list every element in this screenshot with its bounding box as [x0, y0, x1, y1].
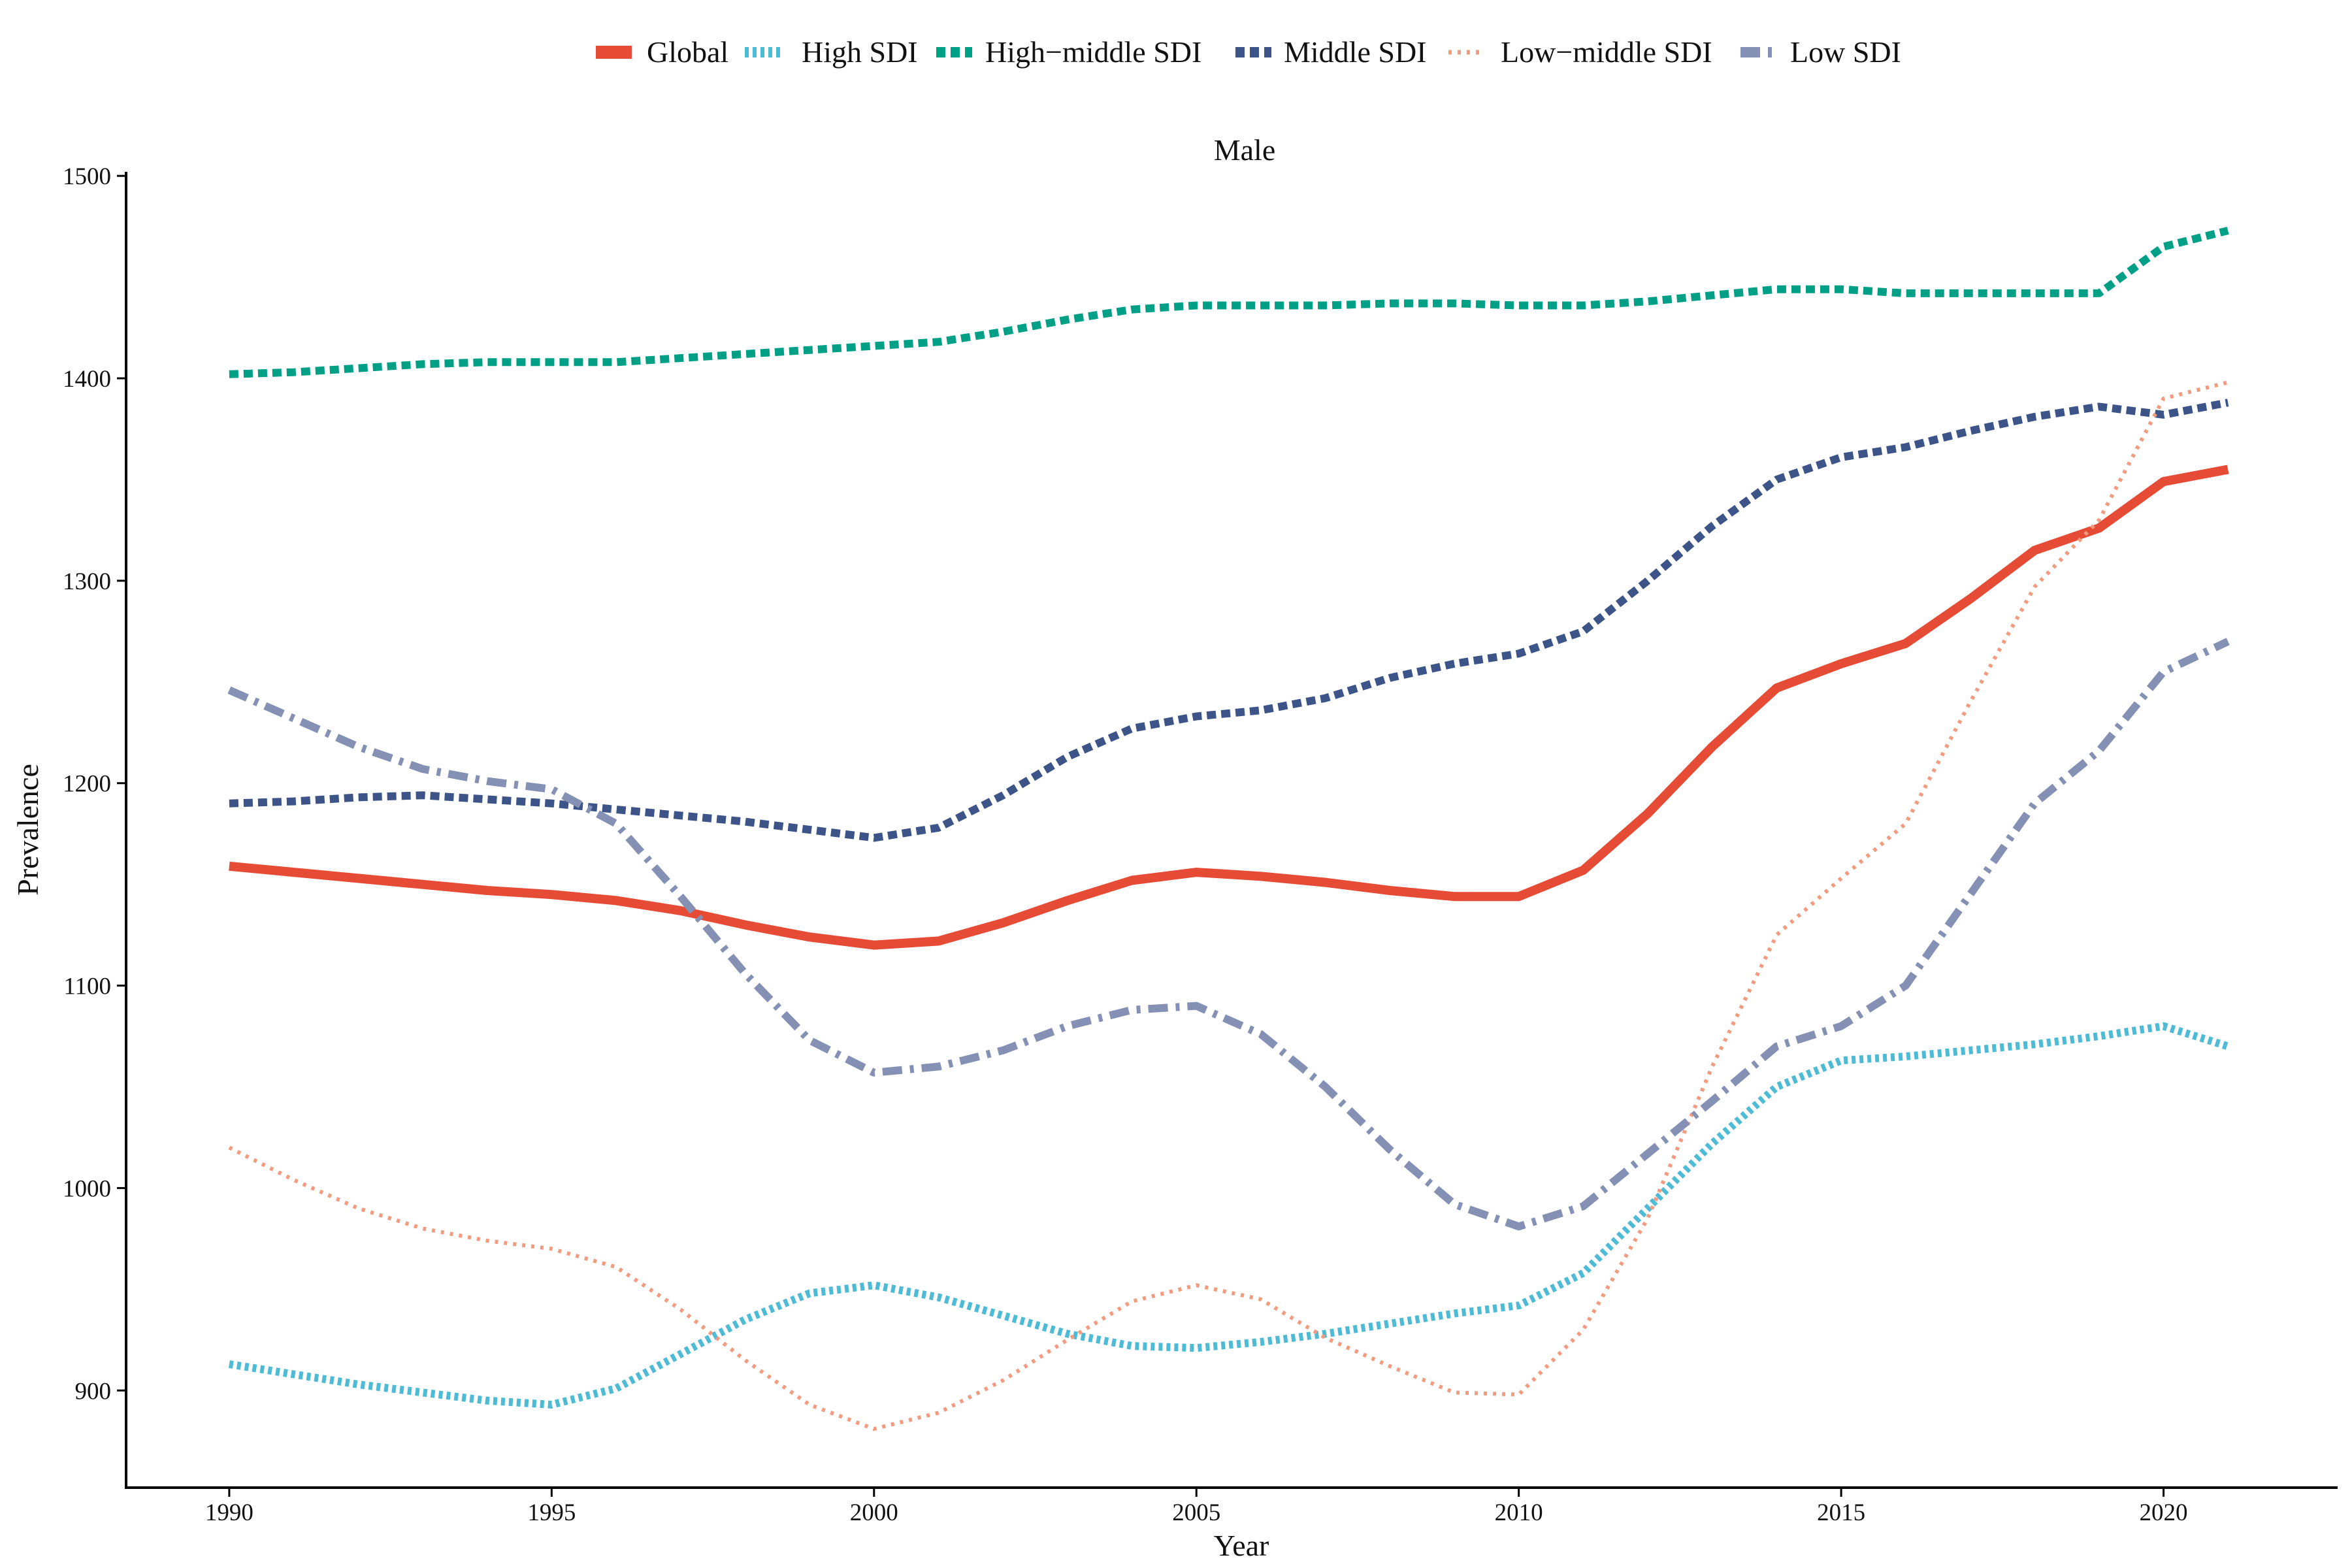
legend-label-low-sdi: Low SDI: [1790, 35, 1901, 69]
legend-label-middle-sdi: Middle SDI: [1284, 35, 1427, 69]
y-tick-label: 1300: [63, 568, 111, 595]
legend: Global High SDI High−middle SDI Middle SDI L…: [596, 35, 1901, 69]
x-tick-label: 2000: [850, 1499, 898, 1526]
x-axis-label: Year: [1214, 1529, 1269, 1562]
y-axis-label: Prevalence: [11, 764, 44, 896]
legend-label-high-sdi: High SDI: [802, 35, 918, 69]
y-tick-label: 1100: [63, 973, 111, 1000]
series-line-middle-sdi: [229, 399, 2229, 842]
x-tick-label: 2010: [1495, 1499, 1543, 1526]
series-line-low-sdi: [227, 638, 2230, 1231]
series-line-high-sdi: [228, 1022, 2229, 1409]
series-lines: [227, 227, 2230, 1431]
axes: [125, 172, 2338, 1489]
legend-label-high-middle-sdi: High−middle SDI: [985, 35, 1201, 69]
y-tick-label: 1000: [63, 1175, 111, 1202]
x-tick-label: 1990: [205, 1499, 253, 1526]
x-ticks: 1990 1995 2000 2005 2010 2015 2020: [205, 1488, 2188, 1526]
y-tick-label: 1200: [63, 771, 111, 798]
y-ticks: 900 1000 1100 1200 1300 1400 1500: [63, 163, 126, 1405]
x-tick-label: 2005: [1172, 1499, 1220, 1526]
y-tick-label: 900: [75, 1378, 112, 1405]
x-tick-label: 2020: [2140, 1499, 2188, 1526]
series-line-low-middle-sdi: [228, 380, 2229, 1431]
legend-label-global: Global: [647, 35, 728, 69]
series-line-global: [229, 465, 2229, 950]
series-line-high-middle-sdi: [229, 227, 2229, 378]
chart-title: Male: [1214, 133, 1276, 167]
y-tick-label: 1400: [63, 366, 111, 393]
x-tick-label: 2015: [1817, 1499, 1865, 1526]
x-tick-label: 1995: [527, 1499, 576, 1526]
legend-label-low-middle-sdi: Low−middle SDI: [1501, 35, 1712, 69]
y-tick-label: 1500: [63, 163, 111, 190]
